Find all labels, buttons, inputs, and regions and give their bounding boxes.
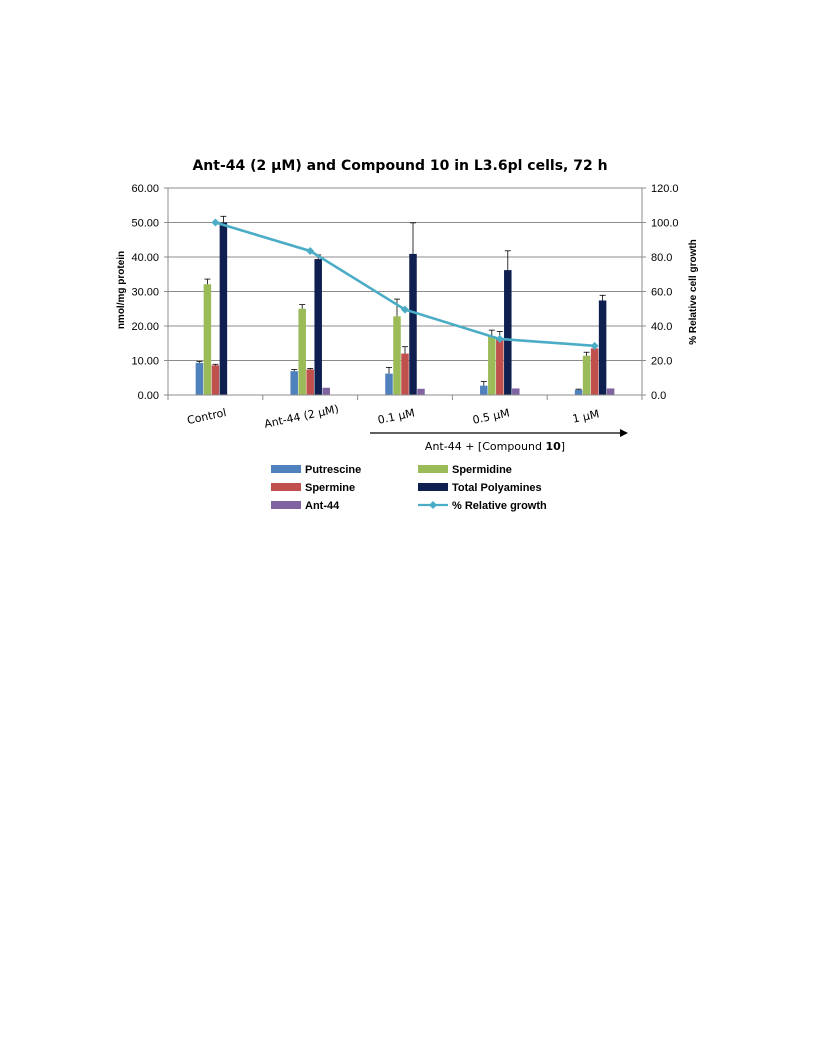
left-tick-label: 20.00 xyxy=(131,321,159,333)
bar xyxy=(409,253,417,395)
error-bars xyxy=(196,215,606,390)
bar xyxy=(195,362,204,395)
bar xyxy=(488,336,496,395)
growth-point xyxy=(306,246,315,255)
growth-point xyxy=(590,341,599,350)
legend-label: Spermine xyxy=(305,482,355,494)
growth-point xyxy=(211,218,220,227)
arrow-label-bold: 10 xyxy=(545,440,561,453)
left-tick-label: 50.00 xyxy=(131,218,159,230)
left-tick-label: 30.00 xyxy=(131,287,159,299)
right-tick-label: 0.0 xyxy=(651,390,666,402)
bar xyxy=(203,284,212,395)
category-label: Ant-44 (2 μM) xyxy=(263,402,340,430)
legend-label: % Relative growth xyxy=(452,500,547,512)
legend-label: Total Polyamines xyxy=(452,482,542,494)
bar xyxy=(401,353,409,395)
right-axis-ticks: 0.0 20.0 40.0 60.0 80.0 100.0 120.0 xyxy=(651,183,679,402)
dose-arrow-label: Ant-44 + [Compound 10] xyxy=(425,440,565,453)
bar xyxy=(290,371,298,395)
bar xyxy=(211,365,220,395)
bar xyxy=(219,222,228,395)
legend-swatch xyxy=(418,465,448,473)
right-tick-label: 60.0 xyxy=(651,287,672,299)
bar xyxy=(298,308,306,395)
growth-point xyxy=(495,334,504,343)
arrow-label-suffix: ] xyxy=(561,440,565,453)
legend-swatch xyxy=(271,501,301,509)
bar xyxy=(417,388,425,395)
legend-swatch xyxy=(271,465,301,473)
legend-label: Ant-44 xyxy=(305,500,340,512)
right-tick-label: 20.0 xyxy=(651,356,672,368)
bar xyxy=(480,385,488,395)
growth-line-path xyxy=(215,221,595,348)
y2-axis-title: % Relative cell growth xyxy=(688,239,699,345)
left-tick-label: 0.00 xyxy=(138,390,159,402)
bar xyxy=(322,387,330,395)
right-tick-label: 40.0 xyxy=(651,321,672,333)
category-labels: Control Ant-44 (2 μM) 0.1 μM 0.5 μM 1 μM xyxy=(186,402,601,430)
bar xyxy=(393,316,401,395)
grid xyxy=(164,187,646,396)
legend-swatch xyxy=(418,483,448,491)
left-tick-label: 60.00 xyxy=(131,183,159,195)
left-axis-ticks: 0.00 10.00 20.00 30.00 40.00 50.00 60.00 xyxy=(131,183,159,402)
bar xyxy=(606,388,615,395)
bar xyxy=(574,389,583,395)
bar xyxy=(314,259,322,395)
bar xyxy=(504,270,512,395)
left-tick-label: 10.00 xyxy=(131,356,159,368)
left-tick-label: 40.00 xyxy=(131,252,159,264)
growth-point xyxy=(401,305,409,314)
bars xyxy=(195,222,615,395)
axes xyxy=(167,188,643,400)
right-tick-label: 120.0 xyxy=(651,183,679,195)
bar xyxy=(306,369,314,395)
legend-marker xyxy=(429,501,437,509)
bar xyxy=(496,338,504,395)
bar xyxy=(512,388,520,395)
dose-arrow xyxy=(370,429,628,437)
y-axis-title: nmol/mg protein xyxy=(116,251,127,329)
category-label: 1 μM xyxy=(571,407,600,425)
bar xyxy=(385,373,393,395)
legend-swatch xyxy=(271,483,301,491)
bar xyxy=(582,355,591,395)
legend-label: Spermidine xyxy=(452,464,512,476)
legend: Putrescine Spermine Ant-44 Spermidine Total … xyxy=(271,464,547,512)
chart-title: Ant-44 (2 μM) and Compound 10 in L3.6pl … xyxy=(192,158,607,174)
category-label: Control xyxy=(186,406,228,427)
arrow-label-prefix: Ant-44 + [Compound xyxy=(425,440,546,453)
right-tick-label: 100.0 xyxy=(651,218,679,230)
bar xyxy=(590,348,599,395)
bar xyxy=(598,300,607,395)
right-tick-label: 80.0 xyxy=(651,252,672,264)
legend-label: Putrescine xyxy=(305,464,361,476)
growth-line xyxy=(211,218,599,350)
category-label: 0.5 μM xyxy=(471,406,510,427)
category-label: 0.1 μM xyxy=(377,406,416,427)
